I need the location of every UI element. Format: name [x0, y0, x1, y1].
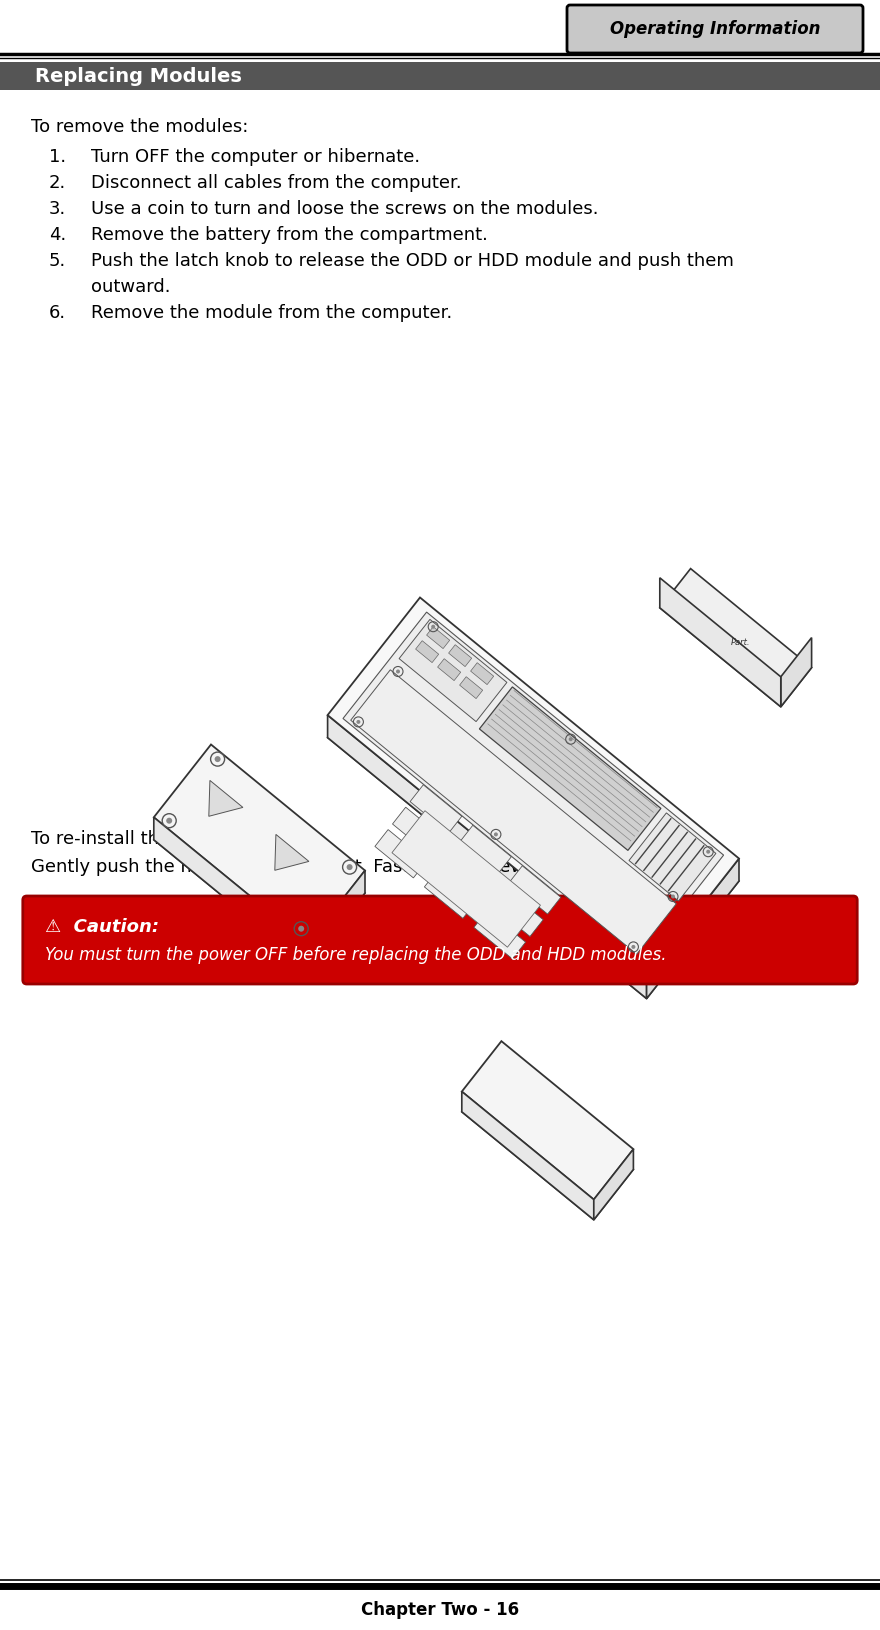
Circle shape: [671, 895, 675, 898]
Polygon shape: [415, 641, 439, 663]
Polygon shape: [327, 619, 739, 999]
Text: 4.: 4.: [48, 227, 66, 244]
Text: ⚠  Caution:: ⚠ Caution:: [45, 918, 159, 936]
Polygon shape: [308, 870, 365, 967]
Polygon shape: [327, 598, 739, 976]
Polygon shape: [781, 637, 811, 707]
Text: Remove the module from the computer.: Remove the module from the computer.: [91, 305, 452, 323]
Circle shape: [706, 849, 710, 854]
Circle shape: [431, 624, 436, 629]
Polygon shape: [400, 619, 507, 722]
Text: Chapter Two - 16: Chapter Two - 16: [361, 1601, 519, 1619]
Text: Remove the battery from the compartment.: Remove the battery from the compartment.: [91, 227, 488, 244]
Polygon shape: [275, 835, 309, 870]
Text: Turn OFF the computer or hibernate.: Turn OFF the computer or hibernate.: [91, 148, 420, 166]
Polygon shape: [209, 781, 243, 817]
Text: 6.: 6.: [48, 305, 66, 323]
Circle shape: [347, 864, 353, 870]
Text: Replacing Modules: Replacing Modules: [35, 67, 242, 85]
Circle shape: [298, 926, 304, 932]
Polygon shape: [510, 866, 561, 914]
Polygon shape: [442, 848, 494, 897]
Polygon shape: [660, 577, 781, 707]
Polygon shape: [343, 613, 723, 962]
Text: Operating Information: Operating Information: [610, 20, 820, 37]
Polygon shape: [437, 659, 461, 681]
Polygon shape: [154, 817, 308, 967]
Polygon shape: [392, 807, 444, 856]
Polygon shape: [327, 716, 647, 999]
Polygon shape: [154, 768, 365, 967]
Polygon shape: [660, 569, 811, 707]
Polygon shape: [462, 1042, 634, 1200]
Text: To re-install the modules:: To re-install the modules:: [31, 830, 259, 848]
Text: 3.: 3.: [48, 200, 66, 218]
Polygon shape: [351, 670, 677, 954]
Circle shape: [396, 670, 400, 673]
Text: To remove the modules:: To remove the modules:: [31, 117, 248, 135]
Polygon shape: [647, 859, 739, 999]
Polygon shape: [427, 626, 450, 649]
Polygon shape: [410, 784, 462, 833]
Text: 5.: 5.: [48, 253, 66, 271]
Polygon shape: [594, 1149, 634, 1219]
Polygon shape: [474, 911, 525, 958]
Circle shape: [356, 720, 361, 724]
Polygon shape: [492, 888, 543, 937]
Polygon shape: [629, 813, 716, 901]
Bar: [0, 62, 880, 90]
Circle shape: [166, 818, 172, 823]
Text: outward.: outward.: [91, 279, 171, 297]
Polygon shape: [154, 745, 365, 944]
Text: 1.: 1.: [48, 148, 66, 166]
Polygon shape: [392, 810, 540, 947]
FancyBboxPatch shape: [23, 897, 857, 985]
Polygon shape: [375, 830, 427, 879]
Polygon shape: [471, 663, 494, 685]
Text: Disconnect all cables from the computer.: Disconnect all cables from the computer.: [91, 174, 461, 192]
Polygon shape: [480, 686, 661, 851]
Text: Gently push the module into the slot. Fasten the screw to fix the module.: Gently push the module into the slot. Fa…: [31, 857, 691, 875]
Polygon shape: [459, 676, 483, 699]
Text: Push the latch knob to release the ODD or HDD module and push them: Push the latch knob to release the ODD o…: [91, 253, 734, 271]
Text: Part.: Part.: [731, 639, 751, 647]
Polygon shape: [462, 1092, 594, 1219]
Text: You must turn the power OFF before replacing the ODD and HDD modules.: You must turn the power OFF before repla…: [45, 945, 666, 963]
Polygon shape: [462, 1061, 634, 1219]
Circle shape: [568, 737, 573, 742]
Polygon shape: [449, 645, 472, 667]
FancyBboxPatch shape: [567, 5, 863, 54]
Circle shape: [632, 945, 635, 949]
Text: 2.: 2.: [48, 174, 66, 192]
Text: Use a coin to turn and loose the screws on the modules.: Use a coin to turn and loose the screws …: [91, 200, 598, 218]
Polygon shape: [424, 870, 476, 918]
Circle shape: [215, 756, 221, 763]
Polygon shape: [459, 825, 511, 874]
Circle shape: [494, 833, 498, 836]
